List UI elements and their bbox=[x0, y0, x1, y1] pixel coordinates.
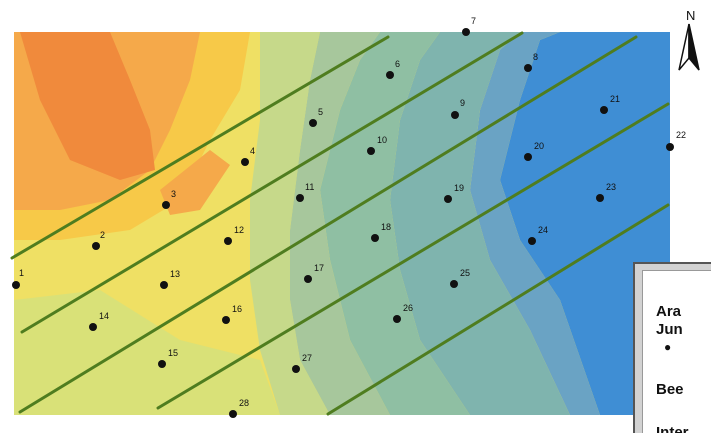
sample-point-marker bbox=[600, 106, 608, 114]
sample-point-marker bbox=[222, 316, 230, 324]
sample-point-marker bbox=[450, 280, 458, 288]
sample-point-label: 20 bbox=[534, 141, 544, 151]
transect-lines bbox=[10, 31, 670, 416]
sample-point-marker bbox=[292, 365, 300, 373]
sample-point-marker bbox=[224, 237, 232, 245]
sample-point-marker bbox=[304, 275, 312, 283]
sample-points: 1234567891011121314151617181920212223242… bbox=[12, 16, 686, 418]
sample-point-marker bbox=[451, 111, 459, 119]
sample-point-label: 14 bbox=[99, 311, 109, 321]
sample-point-marker bbox=[371, 234, 379, 242]
legend-entry-line-4: Inter bbox=[656, 424, 689, 433]
sample-point-marker bbox=[296, 194, 304, 202]
sample-point-label: 4 bbox=[250, 146, 255, 156]
sample-point-label: 26 bbox=[403, 303, 413, 313]
transect-line bbox=[18, 35, 638, 414]
transect-line bbox=[10, 35, 390, 260]
sample-point-marker bbox=[89, 323, 97, 331]
sample-point-marker bbox=[92, 242, 100, 250]
sample-point-marker bbox=[241, 158, 249, 166]
legend-point-symbol: ● bbox=[664, 340, 672, 354]
legend-title-line-1: Ara bbox=[656, 303, 682, 320]
sample-point-marker bbox=[158, 360, 166, 368]
sample-point-label: 28 bbox=[239, 398, 249, 408]
sample-point-marker bbox=[386, 71, 394, 79]
sample-point-label: 9 bbox=[460, 98, 465, 108]
sample-point-label: 16 bbox=[232, 304, 242, 314]
north-label: N bbox=[686, 8, 695, 23]
sample-point-label: 2 bbox=[100, 230, 105, 240]
sample-point-label: 19 bbox=[454, 183, 464, 193]
sample-point-label: 27 bbox=[302, 353, 312, 363]
sample-point-label: 24 bbox=[538, 225, 548, 235]
raster-surface bbox=[14, 32, 670, 415]
sample-point-marker bbox=[367, 147, 375, 155]
sample-point-marker bbox=[12, 281, 20, 289]
north-arrow-icon: N bbox=[678, 8, 700, 71]
sample-point-label: 15 bbox=[168, 348, 178, 358]
sample-point-label: 13 bbox=[170, 269, 180, 279]
sample-point-label: 21 bbox=[610, 94, 620, 104]
legend-title-line-2: Jun bbox=[656, 321, 683, 338]
sample-point-marker bbox=[666, 143, 674, 151]
sample-point-marker bbox=[528, 237, 536, 245]
sample-point-label: 25 bbox=[460, 268, 470, 278]
sample-point-marker bbox=[524, 153, 532, 161]
sample-point-marker bbox=[596, 194, 604, 202]
legend-entry-line-3: Bee bbox=[656, 381, 684, 398]
legend-body: Ara Jun ● Bee Inter bbox=[642, 270, 711, 433]
sample-point-label: 17 bbox=[314, 263, 324, 273]
sample-point-label: 10 bbox=[377, 135, 387, 145]
sample-point-marker bbox=[462, 28, 470, 36]
sample-point-label: 6 bbox=[395, 59, 400, 69]
sample-point-label: 12 bbox=[234, 225, 244, 235]
sample-point-marker bbox=[444, 195, 452, 203]
sample-point-label: 1 bbox=[19, 268, 24, 278]
sample-point-label: 22 bbox=[676, 130, 686, 140]
transect-line bbox=[326, 203, 670, 416]
sample-point-label: 18 bbox=[381, 222, 391, 232]
sample-point-marker bbox=[393, 315, 401, 323]
sample-point-marker bbox=[524, 64, 532, 72]
sample-point-label: 5 bbox=[318, 107, 323, 117]
sample-point-label: 7 bbox=[471, 16, 476, 26]
sample-point-label: 3 bbox=[171, 189, 176, 199]
sample-point-marker bbox=[309, 119, 317, 127]
transect-line bbox=[156, 102, 670, 410]
transect-line bbox=[20, 31, 524, 334]
sample-point-marker bbox=[162, 201, 170, 209]
sample-point-label: 23 bbox=[606, 182, 616, 192]
sample-point-label: 11 bbox=[305, 182, 314, 192]
sample-point-label: 8 bbox=[533, 52, 538, 62]
legend-panel: Ara Jun ● Bee Inter bbox=[633, 262, 711, 433]
sample-point-marker bbox=[160, 281, 168, 289]
sample-point-marker bbox=[229, 410, 237, 418]
